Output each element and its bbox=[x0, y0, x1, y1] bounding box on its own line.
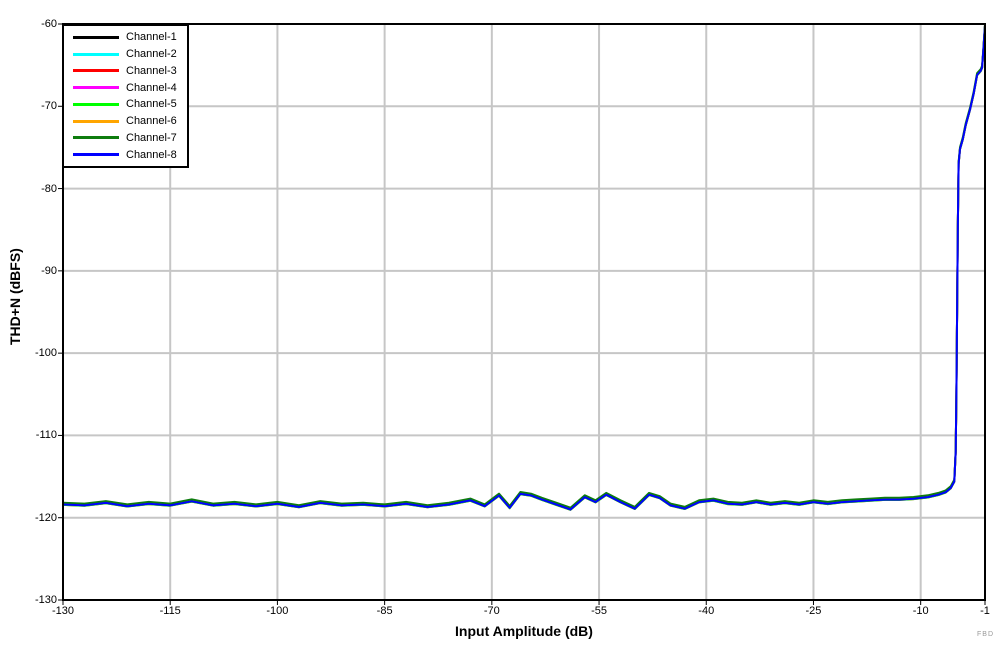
x-tick-label: -130 bbox=[51, 605, 75, 617]
legend-label: Channel-7 bbox=[126, 131, 177, 144]
legend-line-swatch-channel-4 bbox=[73, 86, 119, 90]
legend-item: Channel-4 bbox=[64, 79, 187, 96]
legend-line-swatch-channel-3 bbox=[73, 69, 119, 73]
legend-line-swatch-channel-8 bbox=[73, 153, 119, 157]
y-tick-label: -70 bbox=[41, 100, 57, 113]
legend-label: Channel-3 bbox=[126, 64, 177, 77]
legend-item: Channel-5 bbox=[64, 96, 187, 113]
legend-label: Channel-2 bbox=[126, 48, 177, 61]
y-tick-label: -100 bbox=[34, 347, 57, 360]
x-axis-title: Input Amplitude (dB) bbox=[455, 623, 593, 639]
x-tick-label: -40 bbox=[698, 605, 715, 617]
series-line-channel-8 bbox=[62, 24, 986, 511]
series-line-channel-6 bbox=[62, 24, 986, 511]
legend-label: Channel-5 bbox=[126, 98, 177, 111]
legend-line-swatch-channel-6 bbox=[73, 119, 119, 123]
plot-border bbox=[62, 23, 986, 601]
series-line-channel-2 bbox=[62, 24, 986, 511]
legend-line-swatch-channel-7 bbox=[73, 136, 119, 140]
x-tick-label: -55 bbox=[591, 605, 607, 617]
series-line-channel-4 bbox=[62, 24, 986, 511]
y-tick-label: -60 bbox=[41, 18, 57, 30]
legend-line-swatch-channel-1 bbox=[73, 35, 119, 39]
legend-label: Channel-6 bbox=[126, 115, 177, 128]
legend-label: Channel-8 bbox=[126, 148, 177, 161]
x-tick-label: -115 bbox=[159, 605, 181, 617]
y-tick-label: -120 bbox=[34, 511, 57, 524]
legend-label: Channel-4 bbox=[126, 81, 177, 94]
y-tick-label: -110 bbox=[35, 429, 57, 442]
legend-item: Channel-3 bbox=[64, 63, 187, 80]
y-tick-label: -90 bbox=[41, 264, 57, 277]
legend-item: Channel-6 bbox=[64, 113, 187, 130]
figure-id-watermark: FBD bbox=[977, 631, 994, 638]
series-line-channel-3 bbox=[62, 25, 986, 511]
legend-item: Channel-8 bbox=[64, 146, 187, 163]
x-tick-label: -1 bbox=[980, 605, 990, 617]
y-tick-label: -130 bbox=[34, 594, 57, 606]
legend-line-swatch-channel-2 bbox=[73, 52, 119, 56]
x-tick-label: -70 bbox=[483, 605, 500, 617]
legend: Channel-1 Channel-2 Channel-3 Channel-4 … bbox=[62, 24, 189, 168]
y-tick-label: -80 bbox=[41, 182, 57, 195]
series-line-channel-5 bbox=[62, 25, 986, 511]
legend-item: Channel-2 bbox=[64, 46, 187, 63]
legend-line-swatch-channel-5 bbox=[73, 102, 119, 106]
x-tick-label: -25 bbox=[805, 605, 822, 617]
legend-item: Channel-1 bbox=[64, 29, 187, 46]
x-tick-label: -10 bbox=[912, 605, 929, 617]
x-tick-label: -100 bbox=[266, 605, 289, 617]
series-line-channel-1 bbox=[62, 24, 986, 511]
legend-label: Channel-1 bbox=[126, 31, 177, 44]
legend-item: Channel-7 bbox=[64, 130, 187, 147]
x-tick-label: -85 bbox=[376, 605, 393, 617]
y-axis-title: THD+N (dBFS) bbox=[7, 248, 23, 345]
